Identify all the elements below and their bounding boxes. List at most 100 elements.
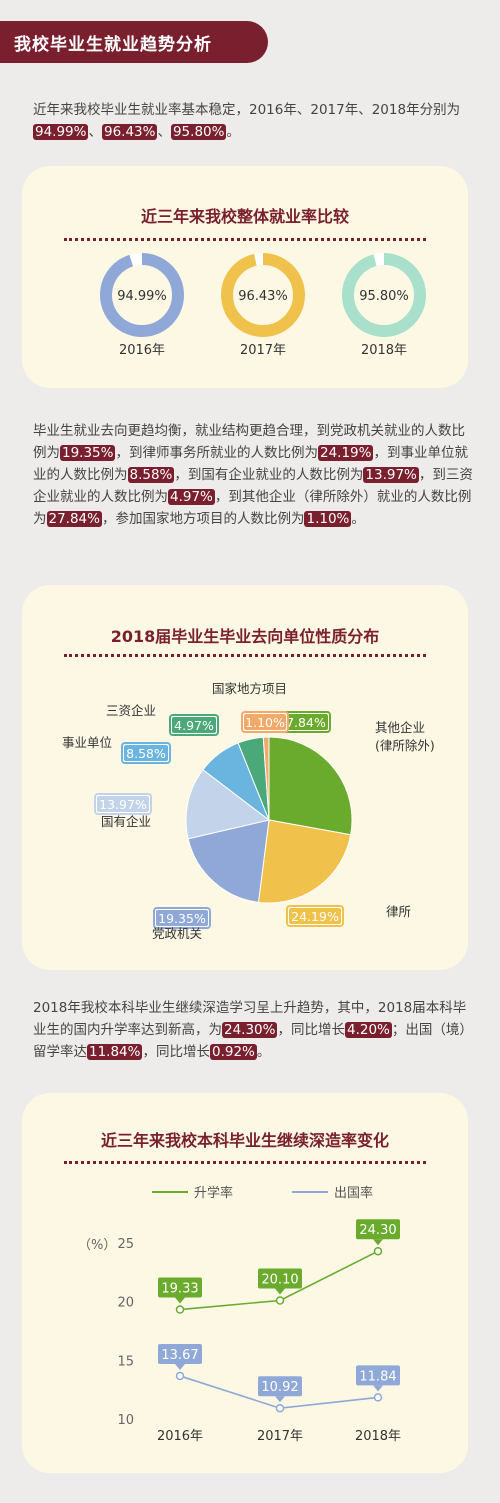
pie-slice: [257, 819, 352, 904]
domestic-rate-badge: 24.30%: [222, 1022, 278, 1038]
pie-value-fill: [124, 745, 168, 761]
para-text: ，同比增长: [142, 1044, 210, 1060]
data-label-box: [356, 1365, 400, 1386]
data-point: [373, 1246, 383, 1256]
pie-value-label: 4.97%: [174, 718, 214, 733]
law-firm-badge: 24.19%: [317, 445, 374, 461]
pie-category-label: 其他企业: [375, 720, 425, 735]
y-tick-label: 20: [117, 1296, 134, 1311]
x-tick-label: 2017年: [257, 1429, 303, 1444]
dotted-divider: [64, 654, 426, 657]
para-text: ；出国（境）留学率达: [33, 1022, 473, 1060]
foreign-funded-badge: 4.97%: [168, 489, 215, 505]
x-tick-label: 2016年: [157, 1429, 203, 1444]
intro-separator: 、: [157, 124, 171, 140]
y-tick-label: 10: [117, 1413, 134, 1428]
employment-rate-card: 近三年来我校整体就业率比较 94.99% 2016年 96.43% 2017年 95.8…: [22, 166, 468, 388]
data-label-pointer: [275, 1288, 285, 1295]
data-label-box: [158, 1277, 202, 1298]
other-enterprise-badge: 27.84%: [46, 511, 102, 527]
donut-charts: 94.99% 2016年 96.43% 2017年 95.80% 2018年: [100, 253, 426, 358]
pie-category-label: 国家地方项目: [212, 681, 287, 696]
donut-value-label: 95.80%: [359, 289, 409, 304]
destination-distribution-card: 2018届毕业生毕业去向单位性质分布 27.84% 其他企业 (律所除外) 24.19…: [22, 585, 468, 970]
para-text: 2018年我校本科毕业生继续深造学习呈上升趋势，其中，2018届本科毕业生的国内…: [33, 1000, 467, 1038]
pie-slice: [185, 769, 271, 840]
donut-ring-2: [221, 253, 305, 337]
donut-year-label: 2018年: [361, 343, 407, 358]
abroad-rate-badge: 11.84%: [87, 1044, 143, 1060]
data-label: 13.67: [161, 1348, 198, 1363]
data-label: 20.10: [261, 1272, 298, 1287]
pie-value-fill: [172, 717, 216, 733]
dotted-divider: [64, 1161, 426, 1164]
data-point: [175, 1305, 185, 1314]
intro-separator: 、: [88, 124, 102, 140]
pie-category-label: 三资企业: [106, 703, 156, 718]
national-project-badge: 1.10%: [304, 511, 352, 527]
legend-label: 出国率: [334, 1185, 373, 1201]
card-title: 近三年来我校本科毕业生继续深造率变化: [100, 1131, 389, 1150]
data-label: 24.30: [359, 1223, 396, 1238]
abroad-growth-badge: 0.92%: [209, 1044, 257, 1060]
data-label-box: [356, 1219, 400, 1240]
further-study-paragraph: 2018年我校本科毕业生继续深造学习呈上升趋势，其中，2018届本科毕业生的国内…: [33, 997, 473, 1063]
pie-value-label: 1.10%: [245, 715, 285, 730]
rate-2017-badge: 96.43%: [101, 124, 158, 140]
data-label-pointer: [175, 1363, 185, 1370]
para-text: ，到其他企业（律所除外）就业的人数比例为: [33, 489, 472, 527]
pie-category-label: (律所除外): [375, 738, 435, 753]
para-text: ，同比增长: [277, 1022, 345, 1038]
data-label-box: [258, 1268, 302, 1289]
legend-label: 升学率: [194, 1185, 233, 1201]
data-point: [373, 1393, 383, 1402]
pie-value-fill: [289, 908, 341, 924]
data-label-pointer: [373, 1239, 383, 1246]
rate-2018-badge: 95.80%: [170, 124, 227, 140]
pie-value-fill: [244, 714, 286, 730]
pie-value-fill: [156, 910, 208, 926]
donut-value-label: 94.99%: [117, 289, 167, 304]
para-text: ，到律师事务所就业的人数比例为: [115, 445, 318, 461]
line-chart: 升学率 出国率 （%） 25 20 15 10 2016年 2017年 2018年 19.33 20.…: [78, 1185, 401, 1444]
pie-slice: [262, 736, 270, 821]
intro-paragraph: 近年来我校毕业生就业率基本稳定，2016年、2017年、2018年分别为 94.9…: [33, 99, 473, 143]
institution-badge: 8.58%: [127, 467, 175, 483]
further-study-card: 近三年来我校本科毕业生继续深造率变化 升学率 出国率 （%） 25 20 15 10 2016…: [22, 1093, 468, 1473]
y-tick-label: 25: [117, 1237, 134, 1252]
pie-value-label: 24.19%: [291, 909, 339, 924]
para-text: ，到国有企业就业的人数比例为: [174, 467, 364, 483]
card-title: 近三年来我校整体就业率比较: [140, 207, 349, 226]
intro-text: 近年来我校毕业生就业率基本稳定，2016年、2017年、2018年分别为: [33, 102, 461, 118]
y-tick-label: 15: [117, 1354, 134, 1369]
data-label: 11.84: [359, 1369, 396, 1384]
rate-2016-badge: 94.99%: [33, 124, 89, 140]
section-banner: 我校毕业生就业趋势分析: [0, 21, 268, 63]
pie-category-label: 国有企业: [101, 814, 151, 829]
data-label-pointer: [275, 1396, 285, 1403]
pie-category-label: 党政机关: [152, 926, 202, 941]
x-tick-label: 2018年: [355, 1429, 401, 1444]
data-point: [275, 1403, 285, 1413]
donut-ring-3: [342, 253, 426, 337]
data-label-box: [258, 1376, 302, 1397]
section-title: 我校毕业生就业趋势分析: [14, 35, 212, 55]
data-label: 10.92: [261, 1380, 298, 1395]
card-title: 2018届毕业生毕业去向单位性质分布: [110, 627, 380, 646]
pie-category-label: 律所: [386, 904, 411, 919]
state-owned-badge: 13.97%: [363, 467, 419, 483]
dotted-divider: [64, 238, 426, 241]
data-label-box: [158, 1343, 202, 1364]
data-label-pointer: [373, 1385, 383, 1392]
donut-year-label: 2016年: [119, 343, 165, 358]
donut-year-label: 2017年: [240, 343, 286, 358]
para-text: ，到事业单位就业的人数比例为: [33, 445, 468, 483]
pie-value-fill: [97, 796, 149, 812]
donut-ring-1: [100, 253, 184, 337]
pie-slice: [268, 736, 353, 836]
data-point: [275, 1296, 285, 1305]
intro-end: 。: [226, 124, 240, 140]
pie-value-label: 8.58%: [126, 746, 166, 761]
para-text: 毕业生就业去向更趋均衡，就业结构更趋合理，到党政机关就业的人数比例为: [33, 423, 465, 461]
pie-chart: 27.84% 其他企业 (律所除外) 24.19% 律所 19.35%党政机关 13.97%…: [62, 681, 435, 941]
